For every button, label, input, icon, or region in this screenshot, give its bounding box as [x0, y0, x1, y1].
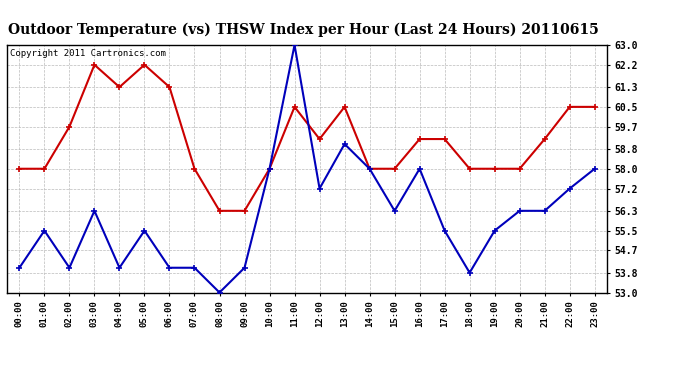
- Text: Copyright 2011 Cartronics.com: Copyright 2011 Cartronics.com: [10, 49, 166, 58]
- Text: Outdoor Temperature (vs) THSW Index per Hour (Last 24 Hours) 20110615: Outdoor Temperature (vs) THSW Index per …: [8, 22, 599, 37]
